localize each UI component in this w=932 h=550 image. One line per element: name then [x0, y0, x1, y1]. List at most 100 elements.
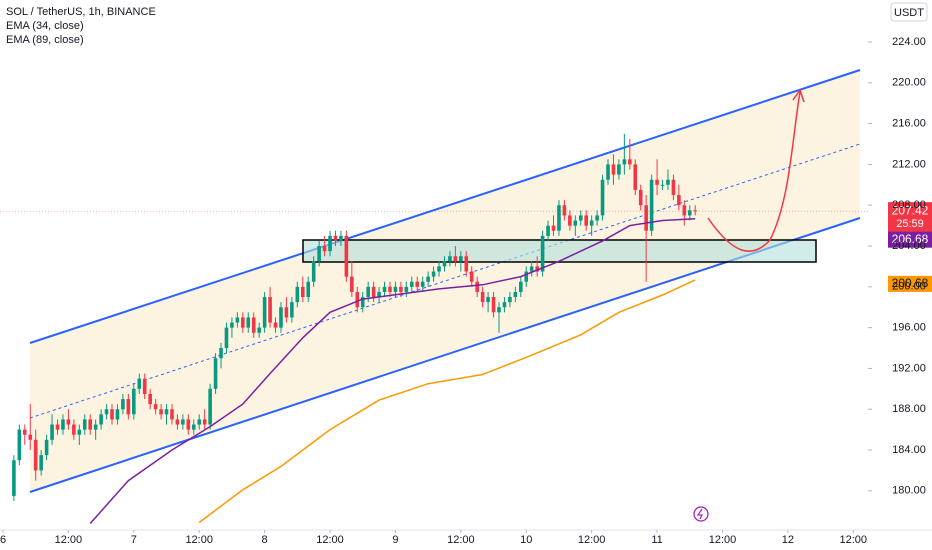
candle-body [655, 179, 659, 185]
ema-label-box [888, 231, 932, 248]
candle-body [333, 235, 338, 241]
countdown: 25:59 [896, 218, 924, 230]
candle-body [448, 256, 452, 262]
candle-body [633, 164, 638, 190]
candle-body [300, 286, 305, 298]
candle-body [508, 297, 512, 303]
candle-body [142, 378, 147, 394]
candle-body [622, 159, 627, 165]
candle-body [377, 291, 381, 298]
drawings [693, 88, 805, 522]
candle-body [535, 266, 539, 272]
candle-body [55, 424, 60, 430]
candle-body [61, 419, 65, 430]
y-tick-label: 208.00 [892, 199, 926, 211]
price-label-box [888, 202, 932, 233]
candle-body [82, 419, 87, 430]
candle-body [279, 307, 283, 328]
legend-entry: EMA (89, close) [6, 34, 84, 46]
x-tick-label: 9 [392, 534, 398, 546]
candle-body [197, 419, 202, 425]
candle-body [181, 419, 185, 425]
candle-body [246, 317, 251, 328]
candle-body [409, 281, 414, 287]
candle-body [677, 195, 681, 206]
candle-body [573, 220, 578, 226]
arrow-head [792, 88, 805, 103]
candle-body [682, 205, 687, 216]
candle-body [28, 434, 33, 440]
candle-body [328, 235, 332, 252]
candle-body [355, 291, 360, 308]
candle-body [513, 291, 518, 298]
candle-body [360, 297, 365, 308]
candle-body [540, 235, 545, 272]
candle-body [235, 317, 240, 323]
x-tick-label: 12:00 [55, 534, 83, 546]
y-tick-label: 220.00 [892, 77, 926, 89]
candle-body [551, 225, 556, 231]
candle-body [399, 286, 403, 292]
candle-body [578, 215, 583, 221]
candle-body [660, 184, 665, 186]
x-tick-label: 12:00 [840, 534, 868, 546]
candle-body [93, 424, 98, 430]
candle-body [344, 235, 349, 277]
candle-body [562, 205, 567, 216]
candle-body [617, 164, 621, 175]
candle-body [208, 388, 212, 425]
candle-body [671, 179, 676, 196]
candle-body [442, 261, 447, 267]
candle-body [104, 409, 109, 415]
legend-entry: EMA (34, close) [6, 20, 84, 32]
event-bolt [696, 508, 703, 520]
projection-arrow [707, 91, 801, 252]
candle-body [148, 393, 152, 405]
candle-body [137, 378, 142, 389]
candle-body [72, 424, 76, 435]
x-tick-label: 8 [262, 534, 268, 546]
candle-body [284, 307, 289, 318]
ema-line [198, 279, 696, 524]
candle-body [606, 164, 610, 180]
candle-body [687, 210, 692, 216]
candle-body [437, 266, 441, 272]
candle-body [241, 317, 245, 328]
candle-body [366, 286, 370, 298]
candle-body [453, 256, 458, 262]
ema-label: 200.68 [892, 276, 929, 290]
y-tick-label: 216.00 [892, 118, 926, 130]
candle-body [295, 286, 300, 303]
candle-body [132, 388, 136, 415]
y-tick-label: 196.00 [892, 322, 926, 334]
plot-area [0, 69, 868, 493]
candle-body [202, 419, 207, 425]
candle-body [322, 246, 327, 252]
x-tick-label: 6 [0, 534, 6, 546]
candle-body [317, 246, 321, 262]
candle-body [121, 399, 125, 410]
y-tick-label: 180.00 [892, 485, 926, 497]
candle-body [290, 302, 294, 318]
candle-body [39, 455, 43, 471]
candle-body [306, 281, 311, 298]
candle-body [502, 302, 507, 308]
candle-body [693, 210, 698, 212]
x-tick-label: 12:00 [316, 534, 344, 546]
candle-body [404, 286, 409, 292]
ema-label-box [888, 275, 932, 292]
candle-body [33, 439, 38, 471]
currency-box [890, 2, 928, 22]
candle-body [115, 409, 120, 420]
candle-body [88, 419, 93, 430]
x-tick-label: 12:00 [709, 534, 737, 546]
price-label: 207.42 [892, 203, 929, 217]
candle-body [546, 225, 550, 236]
candle-body [486, 297, 490, 303]
candle-body [584, 215, 589, 226]
candle-body [371, 286, 376, 298]
x-tick-label: 7 [131, 534, 137, 546]
candle-body [110, 409, 114, 420]
candle-body [638, 189, 643, 206]
candle-body [628, 159, 632, 165]
